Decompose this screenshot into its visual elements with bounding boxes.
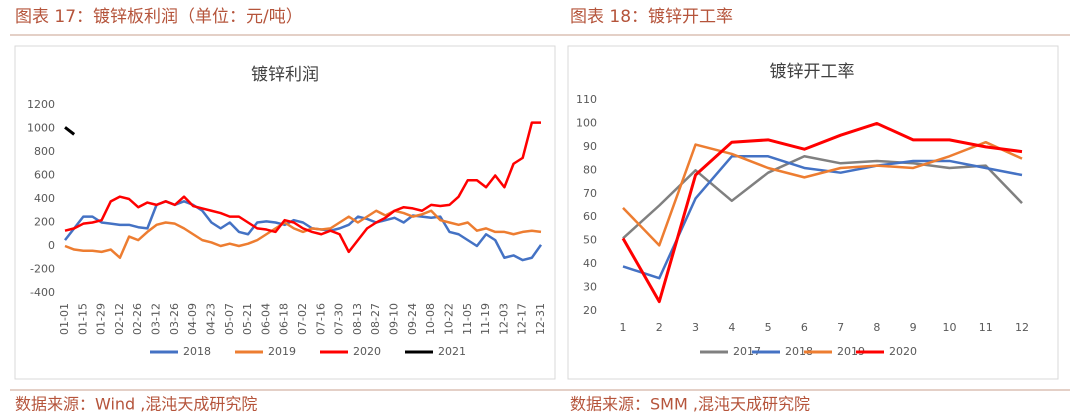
source-note: 数据来源：Wind ,混沌天成研究院: [15, 395, 257, 414]
chart-title: 镀锌开工率: [770, 62, 855, 82]
legend-label: 2020: [889, 345, 917, 358]
x-tick-label: 03-12: [150, 303, 163, 335]
x-tick-label: 06-18: [278, 303, 291, 335]
x-tick-label: 02-26: [131, 303, 144, 335]
x-tick-label: 08-27: [369, 303, 382, 335]
x-tick-label: 04-23: [204, 303, 217, 335]
y-tick-label: 400: [34, 192, 55, 205]
series-line: [64, 209, 542, 259]
x-tick-label: 10: [942, 321, 956, 334]
x-tick-label: 8: [873, 321, 880, 334]
chart-title: 镀锌利润: [251, 65, 319, 85]
x-tick-label: 11: [979, 321, 993, 334]
x-tick-label: 06-04: [259, 303, 272, 335]
x-tick-label: 01-29: [95, 303, 108, 335]
chart-frame: [567, 45, 1059, 380]
x-tick-label: 05-21: [241, 303, 254, 335]
y-tick-label: 30: [583, 281, 597, 294]
figure-caption: 图表 18：镀锌开工率: [570, 7, 733, 27]
x-tick-label: 11-19: [479, 303, 492, 335]
x-tick-label: 01-15: [76, 303, 89, 335]
y-tick-label: 800: [34, 145, 55, 158]
x-tick-label: 09-10: [388, 303, 401, 335]
x-tick-label: 02-12: [113, 303, 126, 335]
legend-label: 2019: [837, 345, 865, 358]
x-tick-label: 12: [1015, 321, 1029, 334]
y-tick-label: 100: [576, 116, 597, 129]
x-tick-label: 01-01: [58, 303, 71, 335]
x-tick-label: 08-13: [351, 303, 364, 335]
x-tick-label: 1: [620, 321, 627, 334]
x-tick-label: 03-26: [168, 303, 181, 335]
y-tick-label: 90: [583, 140, 597, 153]
y-tick-label: 1200: [27, 98, 55, 111]
series-line: [621, 121, 1023, 304]
x-tick-label: 7: [837, 321, 844, 334]
x-tick-label: 12-17: [516, 303, 529, 335]
series-line: [622, 155, 1023, 280]
y-tick-label: 20: [583, 304, 597, 317]
x-tick-label: 07-16: [314, 303, 327, 335]
series-line: [622, 140, 1023, 247]
y-tick-label: 200: [34, 216, 55, 229]
y-tick-label: 40: [583, 257, 597, 270]
legend-label: 2020: [353, 345, 381, 358]
y-tick-label: 0: [48, 239, 55, 252]
series-line: [64, 200, 543, 262]
x-tick-label: 9: [910, 321, 917, 334]
y-tick-label: -200: [30, 263, 55, 276]
legend-label: 2018: [183, 345, 211, 358]
legend-label: 2018: [785, 345, 813, 358]
x-tick-label: 07-30: [333, 303, 346, 335]
x-tick-label: 5: [765, 321, 772, 334]
x-tick-label: 3: [692, 321, 699, 334]
y-tick-label: -400: [30, 286, 55, 299]
x-tick-label: 2: [656, 321, 663, 334]
x-tick-label: 12-03: [497, 303, 510, 335]
x-tick-label: 10-22: [442, 303, 455, 335]
x-tick-label: 12-31: [534, 303, 547, 335]
legend-label: 2017: [733, 345, 761, 358]
x-tick-label: 09-24: [406, 303, 419, 335]
figure-caption: 图表 17：镀锌板利润（单位：元/吨）: [15, 7, 303, 27]
x-tick-label: 05-07: [223, 303, 236, 335]
x-tick-label: 11-05: [461, 303, 474, 335]
series-line: [64, 121, 541, 254]
y-tick-label: 1000: [27, 122, 55, 135]
y-tick-label: 70: [583, 187, 597, 200]
y-tick-label: 50: [583, 234, 597, 247]
x-tick-label: 6: [801, 321, 808, 334]
x-tick-label: 07-02: [296, 303, 309, 335]
legend-label: 2019: [268, 345, 296, 358]
y-tick-label: 60: [583, 210, 597, 223]
legend-label: 2021: [438, 345, 466, 358]
source-note: 数据来源：SMM ,混沌天成研究院: [570, 395, 810, 414]
x-tick-label: 4: [728, 321, 735, 334]
y-tick-label: 110: [576, 93, 597, 106]
y-tick-label: 600: [34, 169, 55, 182]
x-tick-label: 04-09: [186, 303, 199, 335]
series-line: [622, 155, 1023, 240]
y-tick-label: 80: [583, 163, 597, 176]
series-line: [64, 126, 76, 136]
x-tick-label: 10-08: [424, 303, 437, 335]
